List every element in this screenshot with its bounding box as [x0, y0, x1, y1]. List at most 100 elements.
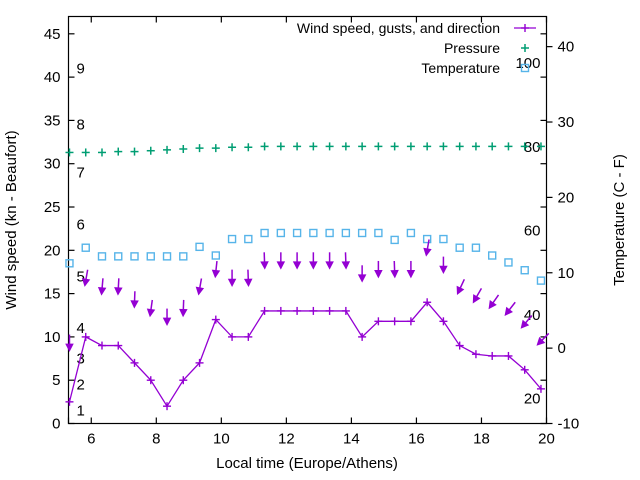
arrow-head: [130, 300, 139, 309]
wind-direction-arrow: [276, 252, 286, 270]
x-tick-label: 6: [87, 431, 95, 448]
data-point-marker: [81, 243, 90, 252]
wind-direction-arrow: [211, 260, 221, 279]
wind-direction-arrow: [536, 332, 550, 346]
wind-direction-arrow: [114, 278, 123, 296]
data-point-marker: [65, 259, 74, 268]
arrow-head: [456, 285, 465, 296]
wind-direction-arrow: [97, 278, 107, 296]
y2-tick-label: 40: [558, 39, 575, 56]
wind-direction-arrow: [179, 299, 188, 318]
arrow-head: [488, 299, 497, 310]
wind-direction-arrow: [504, 301, 516, 316]
wind-direction-arrow: [227, 269, 237, 287]
data-point-marker: [276, 228, 286, 238]
data-point-marker: [504, 258, 513, 267]
arrow-head: [520, 319, 530, 329]
data-point-marker: [146, 252, 155, 261]
legend-label: Pressure: [444, 40, 500, 56]
legend: Wind speed, gusts, and direction Pressure…: [297, 20, 536, 76]
plot-frame: [67, 15, 548, 425]
data-point-marker: [309, 228, 318, 238]
data-point-marker: [260, 228, 269, 238]
arrow-head: [65, 343, 74, 352]
arrow-head: [97, 287, 107, 296]
arrow-head: [146, 308, 156, 318]
data-point-marker: [97, 252, 107, 261]
data-point-marker: [357, 228, 367, 238]
wind-direction-arrow: [456, 278, 466, 296]
data-point-marker: [487, 251, 497, 260]
wind-direction-arrow: [260, 252, 269, 270]
y-tick-label: 15: [44, 286, 61, 303]
y2-tick-label: -10: [558, 416, 580, 433]
arrow-head: [114, 287, 123, 296]
y2-tick-label: 10: [558, 265, 575, 282]
arrow-head: [423, 247, 432, 257]
data-point-marker: [341, 228, 351, 238]
wind-direction-arrow: [81, 269, 91, 287]
beaufort-label: 4: [77, 320, 85, 337]
beaufort-label: 5: [77, 268, 85, 285]
y2-tick-label: 0: [558, 340, 566, 357]
data-point-marker: [162, 252, 172, 261]
data-point-marker: [520, 266, 529, 275]
beaufort-label: 9: [77, 60, 85, 77]
arrow-head: [325, 261, 334, 270]
beaufort-label: 1: [77, 403, 85, 420]
arrow-head: [195, 286, 205, 296]
wind-direction-arrow: [390, 260, 399, 279]
arrow-head: [211, 269, 221, 279]
arrow-head: [276, 261, 286, 270]
y-tick-label: 5: [52, 372, 60, 389]
arrow-head: [504, 306, 513, 316]
data-point-marker: [374, 228, 383, 238]
wind-direction-arrows: [65, 239, 550, 352]
y-tick-label: 20: [44, 242, 61, 259]
data-point-marker: [211, 251, 221, 260]
arrow-head: [81, 278, 91, 287]
wind-direction-arrow: [406, 260, 416, 279]
wind-direction-arrow: [325, 252, 334, 270]
y-tick-label: 10: [44, 329, 61, 346]
x-tick-label: 20: [538, 431, 555, 448]
data-point-marker: [422, 234, 432, 244]
data-point-marker: [227, 234, 237, 244]
beaufort-label: 7: [77, 164, 85, 181]
data-point-marker: [471, 243, 481, 252]
arrow-head: [439, 265, 448, 275]
beaufort-label: 2: [77, 377, 85, 394]
data-point-marker: [520, 63, 530, 73]
arrow-head: [292, 261, 302, 270]
y2-tick-label: 30: [558, 114, 575, 131]
y-tick-label: 40: [44, 69, 61, 86]
arrow-head: [341, 261, 351, 270]
legend-label: Wind speed, gusts, and direction: [297, 20, 500, 36]
series-temperature: [65, 228, 546, 285]
arrow-head: [472, 294, 481, 304]
data-point-marker: [455, 243, 464, 252]
arrow-head: [309, 261, 318, 270]
fahrenheit-label: 80: [524, 139, 541, 156]
beaufort-label: 6: [77, 216, 85, 233]
data-point-marker: [536, 276, 546, 285]
arrow-head: [227, 278, 237, 287]
wind-direction-arrow: [423, 239, 432, 257]
x-tick-label: 8: [152, 431, 160, 448]
x-tick-label: 12: [278, 431, 295, 448]
x-axis-title: Local time (Europe/Athens): [216, 455, 398, 472]
x-tick-label: 16: [408, 431, 425, 448]
y-axis-left-title: Wind speed (kn - Beaufort): [3, 130, 20, 309]
beaufort-label: 8: [77, 117, 85, 134]
x-tick-label: 18: [473, 431, 490, 448]
arrow-head: [406, 270, 416, 279]
arrow-head: [374, 270, 383, 279]
wind-direction-arrow: [243, 269, 253, 287]
wind-direction-arrow: [162, 308, 172, 326]
wind-direction-arrow: [439, 256, 448, 275]
arrow-head: [179, 308, 188, 318]
wind-direction-arrow: [146, 299, 156, 318]
